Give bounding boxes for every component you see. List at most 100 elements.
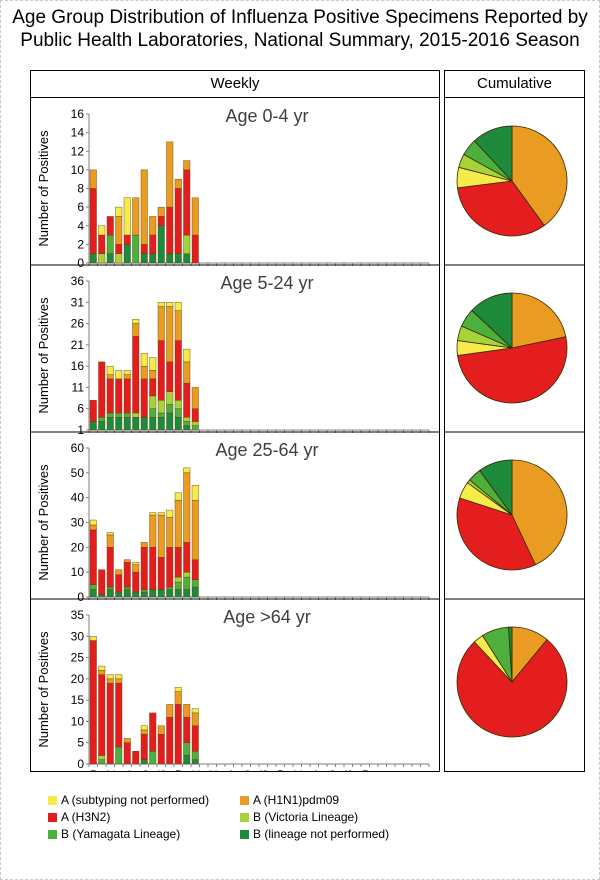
bar-segment-b_lnp <box>140 253 148 264</box>
bar-segment-b_vic <box>98 253 106 264</box>
y-tick-label: 1 <box>77 423 84 437</box>
bar-segment-a_unsub <box>183 348 191 363</box>
bar-segment-a_unsub <box>89 636 97 641</box>
bar-segment-b_yam <box>183 742 191 756</box>
x-tick-label: 201550 <box>171 770 185 771</box>
bar-segment-b_yam <box>191 579 199 588</box>
bar-segment-a_unsub <box>166 509 174 518</box>
bar-segment-a_h1n1 <box>174 499 182 548</box>
bar-segment-a_h1n1 <box>183 361 191 384</box>
legend-label: B (lineage not performed) <box>253 827 390 841</box>
pie-chart-2 <box>445 431 584 571</box>
bar-segment-a_h1n1 <box>191 499 199 560</box>
bar-segment-a_unsub <box>191 485 199 501</box>
bar-segment-b_yam <box>174 581 182 590</box>
bar-segment-b_vic <box>191 421 199 426</box>
y-tick-label: 0 <box>77 590 84 604</box>
bar-segment-b_yam <box>115 746 123 765</box>
bar-segment-a_h3n2 <box>174 704 182 765</box>
bar-segment-b_lnp <box>174 253 182 264</box>
pie-slice-b_lnp <box>508 626 513 683</box>
bar-segment-b_yam <box>183 576 191 590</box>
bar-segment-a_unsub <box>123 197 131 236</box>
bar-segment-a_h3n2 <box>174 340 182 401</box>
bar-segment-b_lnp <box>106 253 114 264</box>
bar-segment-a_h1n1 <box>140 169 148 245</box>
bar-segment-a_unsub <box>132 562 140 565</box>
y-tick-label: 10 <box>71 565 85 579</box>
x-tick-label: 201618 <box>341 770 355 771</box>
bar-segment-b_lnp <box>132 591 140 598</box>
bar-segment-b_lnp <box>115 591 123 598</box>
bar-segment-a_h3n2 <box>115 574 123 593</box>
x-tick-label: 201602 <box>205 770 219 771</box>
bar-segment-a_h3n2 <box>106 547 114 588</box>
bar-segment-a_h3n2 <box>132 751 140 765</box>
bar-segment-a_unsub <box>98 225 106 236</box>
bar-segment-b_lnp <box>183 425 191 431</box>
pie-slice-b_lnp <box>479 459 513 517</box>
bar-segment-a_h1n1 <box>149 370 157 380</box>
bar-segment-a_h3n2 <box>191 234 199 264</box>
bar-segment-a_unsub <box>106 365 114 375</box>
bar-segment-b_yam <box>149 751 157 765</box>
bar-segment-a_h3n2 <box>140 244 148 254</box>
bar-segment-b_lnp <box>106 417 114 431</box>
legend-swatch <box>48 813 57 822</box>
legend-label: A (H3N2) <box>61 810 111 824</box>
bar-segment-b_lnp <box>98 594 106 598</box>
y-tick-label: 60 <box>71 441 85 455</box>
title-line-1: Age Group Distribution of Influenza Posi… <box>12 7 588 28</box>
bar-segment-b_yam <box>174 408 182 418</box>
pie-slice-a_h1n1 <box>511 292 567 349</box>
bar-segment-b_lnp <box>166 253 174 264</box>
bar-segment-b_lnp <box>106 589 114 598</box>
legend-label: A (H1N1)pdm09 <box>253 793 340 807</box>
bar-segment-a_h1n1 <box>140 729 148 735</box>
bar-segment-a_h3n2 <box>115 378 123 414</box>
y-tick-label: 21 <box>71 338 85 352</box>
bar-segment-a_unsub <box>140 353 148 367</box>
bar-segment-a_h1n1 <box>115 216 123 245</box>
bar-segment-a_h1n1 <box>183 704 191 718</box>
bar-segment-b_lnp <box>174 589 182 598</box>
bar-segment-a_h1n1 <box>166 141 174 208</box>
y-tick-label: 15 <box>71 693 85 707</box>
legend-label: B (Yamagata Lineage) <box>61 827 181 841</box>
bar-segment-a_h1n1 <box>140 542 148 548</box>
x-tick-label: 201610 <box>273 770 287 771</box>
legend-swatch <box>240 796 249 805</box>
bar-segment-a_unsub <box>140 725 148 731</box>
bar-segment-a_unsub <box>149 512 157 516</box>
bar-segment-b_yam <box>123 586 131 590</box>
bar-segment-a_h1n1 <box>98 670 106 675</box>
bar-segment-b_lnp <box>157 225 165 264</box>
bar-segment-b_yam <box>157 412 165 418</box>
legend-swatch <box>48 830 57 839</box>
bar-segment-a_h3n2 <box>191 559 199 580</box>
bar-segment-a_h3n2 <box>191 725 199 752</box>
bar-segment-a_unsub <box>191 708 199 714</box>
pie-slice-a_h1n1 <box>511 459 568 566</box>
bar-segment-a_h3n2 <box>106 682 114 765</box>
bar-segment-a_h3n2 <box>89 529 97 585</box>
bar-segment-b_lnp <box>123 244 131 264</box>
bar-segment-a_unsub <box>166 302 174 307</box>
bar-segment-b_lnp <box>157 417 165 431</box>
bar-segment-a_h1n1 <box>157 306 165 341</box>
bar-segment-b_vic <box>183 234 191 254</box>
x-tick-label: 201546 <box>137 770 151 771</box>
bar-segment-b_yam <box>89 584 97 590</box>
x-tick-label: 201540 <box>86 770 100 771</box>
bar-segment-a_h1n1 <box>166 704 174 718</box>
bar-segment-b_lnp <box>140 591 148 598</box>
bar-segment-a_h3n2 <box>157 557 165 590</box>
weekly-chart-0: 0 2 4 6 8 10 12 14 16 Number of Positives Age 0-4 … <box>36 106 430 270</box>
bar-segment-a_h1n1 <box>132 197 140 236</box>
bar-segment-a_h3n2 <box>183 542 191 573</box>
y-tick-label: 36 <box>71 274 85 288</box>
bar-segment-a_h3n2 <box>106 378 114 414</box>
x-tick-label: 201548 <box>154 770 168 771</box>
bar-segment-a_h3n2 <box>98 569 106 595</box>
bar-segment-b_yam <box>98 417 106 422</box>
